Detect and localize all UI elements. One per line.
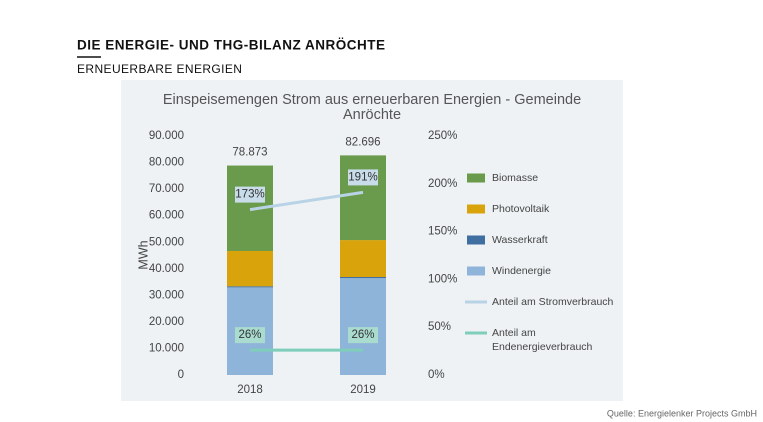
data-label-box [235, 327, 265, 344]
y-tick-label: 80.000 [149, 157, 184, 169]
data-label: 26% [238, 329, 261, 341]
legend-swatch [467, 266, 485, 276]
y-tick-label: 90.000 [149, 130, 184, 142]
legend-swatch [467, 235, 485, 245]
x-tick-label: 2019 [350, 384, 376, 396]
legend-label: Windenergie [492, 265, 551, 277]
bar-segment [340, 155, 386, 241]
page-title: DIE ENERGIE- UND THG-BILANZ ANRÖCHTE [77, 38, 386, 53]
legend-swatch [467, 204, 485, 214]
source: Quelle: Energielenker Projects GmbH [607, 408, 757, 418]
legend-label: Photovoltaik [492, 203, 550, 215]
y2-tick-label: 200% [428, 178, 457, 190]
y2-tick-label: 50% [428, 321, 451, 333]
x-tick-label: 2018 [237, 384, 263, 396]
data-label: 173% [235, 189, 264, 201]
page-subtitle: ERNEUERBARE ENERGIEN [77, 62, 242, 76]
y2-tick-label: 0% [428, 369, 445, 381]
y-tick-label: 70.000 [149, 183, 184, 195]
legend-label: Anteil am Stromverbrauch [492, 296, 614, 308]
legend-swatch [467, 173, 485, 183]
bar-segment [227, 286, 273, 288]
legend-label: Anteil am Endenergieverbrauch [492, 327, 593, 353]
bar-segment [340, 277, 386, 279]
y-tick-label: 40.000 [149, 263, 184, 275]
bar-segment [340, 278, 386, 375]
y-tick-label: 50.000 [149, 236, 184, 248]
legend-label: Biomasse [492, 172, 538, 184]
y2-tick-label: 150% [428, 226, 457, 238]
y2-tick-label: 100% [428, 273, 457, 285]
data-label: 26% [351, 329, 374, 341]
y-tick-label: 60.000 [149, 210, 184, 222]
data-label-box [235, 186, 265, 203]
y2-tick-label: 250% [428, 130, 457, 142]
bar-segment [227, 250, 273, 287]
chart-title: Einspeisemengen Strom aus erneuerbaren E… [163, 92, 581, 123]
bar-segment [340, 240, 386, 278]
y-tick-label: 20.000 [149, 316, 184, 328]
data-label-box [348, 327, 378, 344]
data-label: 191% [348, 171, 377, 183]
line [249, 190, 364, 212]
total-label: 78.873 [232, 147, 267, 159]
total-label: 82.696 [345, 136, 380, 148]
data-label-box [348, 169, 378, 186]
y-tick-label: 0 [178, 369, 184, 381]
y-tick-label: 10.000 [149, 342, 184, 354]
y-axis-label: MWh [136, 240, 150, 269]
legend-label: Wasserkraft [492, 234, 548, 246]
y-tick-label: 30.000 [149, 289, 184, 301]
